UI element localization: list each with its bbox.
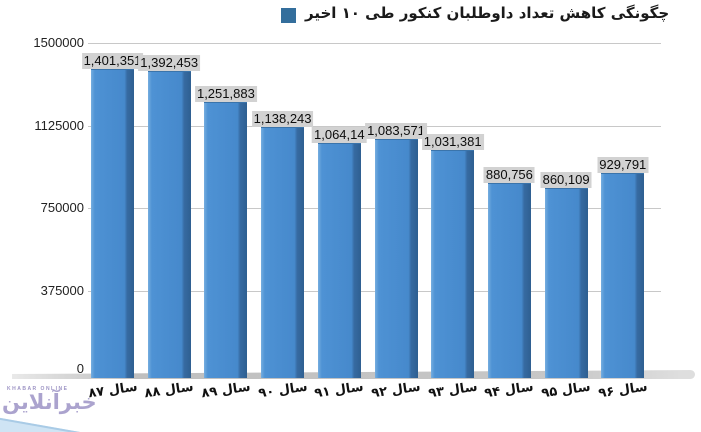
bar [544, 188, 588, 378]
x-tick-label: سال ۹۶ [597, 379, 649, 402]
watermark-latin-text: KHABAR ONLINE [7, 386, 69, 392]
x-tick-label: سال ۹۴ [483, 379, 535, 402]
bar [91, 69, 134, 378]
bar [601, 173, 645, 378]
gridline [88, 43, 661, 44]
bar-value-label: 1,138,243 [251, 111, 314, 127]
bar-value-label: 1,031,381 [421, 134, 484, 150]
bar-value-label: 1,401,351 [81, 53, 144, 69]
bar [374, 139, 418, 378]
chart-title: چگونگی کاهش تعداد داوطلبان کنکور طی ۱۰ ا… [305, 4, 670, 22]
x-tick-label: سال ۸۹ [200, 379, 252, 402]
y-tick-label: 1125000 [34, 117, 84, 133]
bar-value-label: 1,251,883 [194, 86, 257, 102]
khabar-online-logo: خبرآنلاین [2, 390, 97, 414]
bar [261, 127, 305, 378]
x-tick-label: سال ۸۸ [143, 379, 195, 402]
bar-value-label: 880,756 [483, 167, 535, 183]
x-tick-label: سال ۹۵ [540, 379, 592, 402]
bar-value-label: 929,791 [597, 157, 649, 173]
bar-value-label: 1,064,14 [311, 127, 367, 143]
legend-marker-swatch [281, 8, 296, 23]
bar [317, 143, 361, 378]
x-tick-label: سال ۹۱ [313, 379, 365, 402]
bar-value-label: 1,083,571 [365, 123, 427, 139]
y-tick-label: 750000 [40, 200, 84, 215]
bar [204, 102, 248, 378]
bar [147, 71, 191, 378]
x-tick-label: سال ۹۳ [427, 379, 479, 402]
bar [487, 183, 531, 378]
bar [431, 150, 475, 378]
x-tick-label: سال ۹۲ [370, 379, 422, 402]
y-tick-label: 1500000 [33, 35, 84, 50]
x-tick-label: سال ۸۷ [87, 379, 138, 402]
bar-value-label: 860,109 [540, 172, 592, 188]
y-tick-label: 0 [76, 361, 84, 376]
y-tick-label: 375000 [40, 282, 84, 298]
x-tick-label: سال ۹۰ [257, 379, 309, 402]
bar-value-label: 1,392,453 [138, 55, 201, 71]
watermark-swoosh [0, 414, 146, 432]
